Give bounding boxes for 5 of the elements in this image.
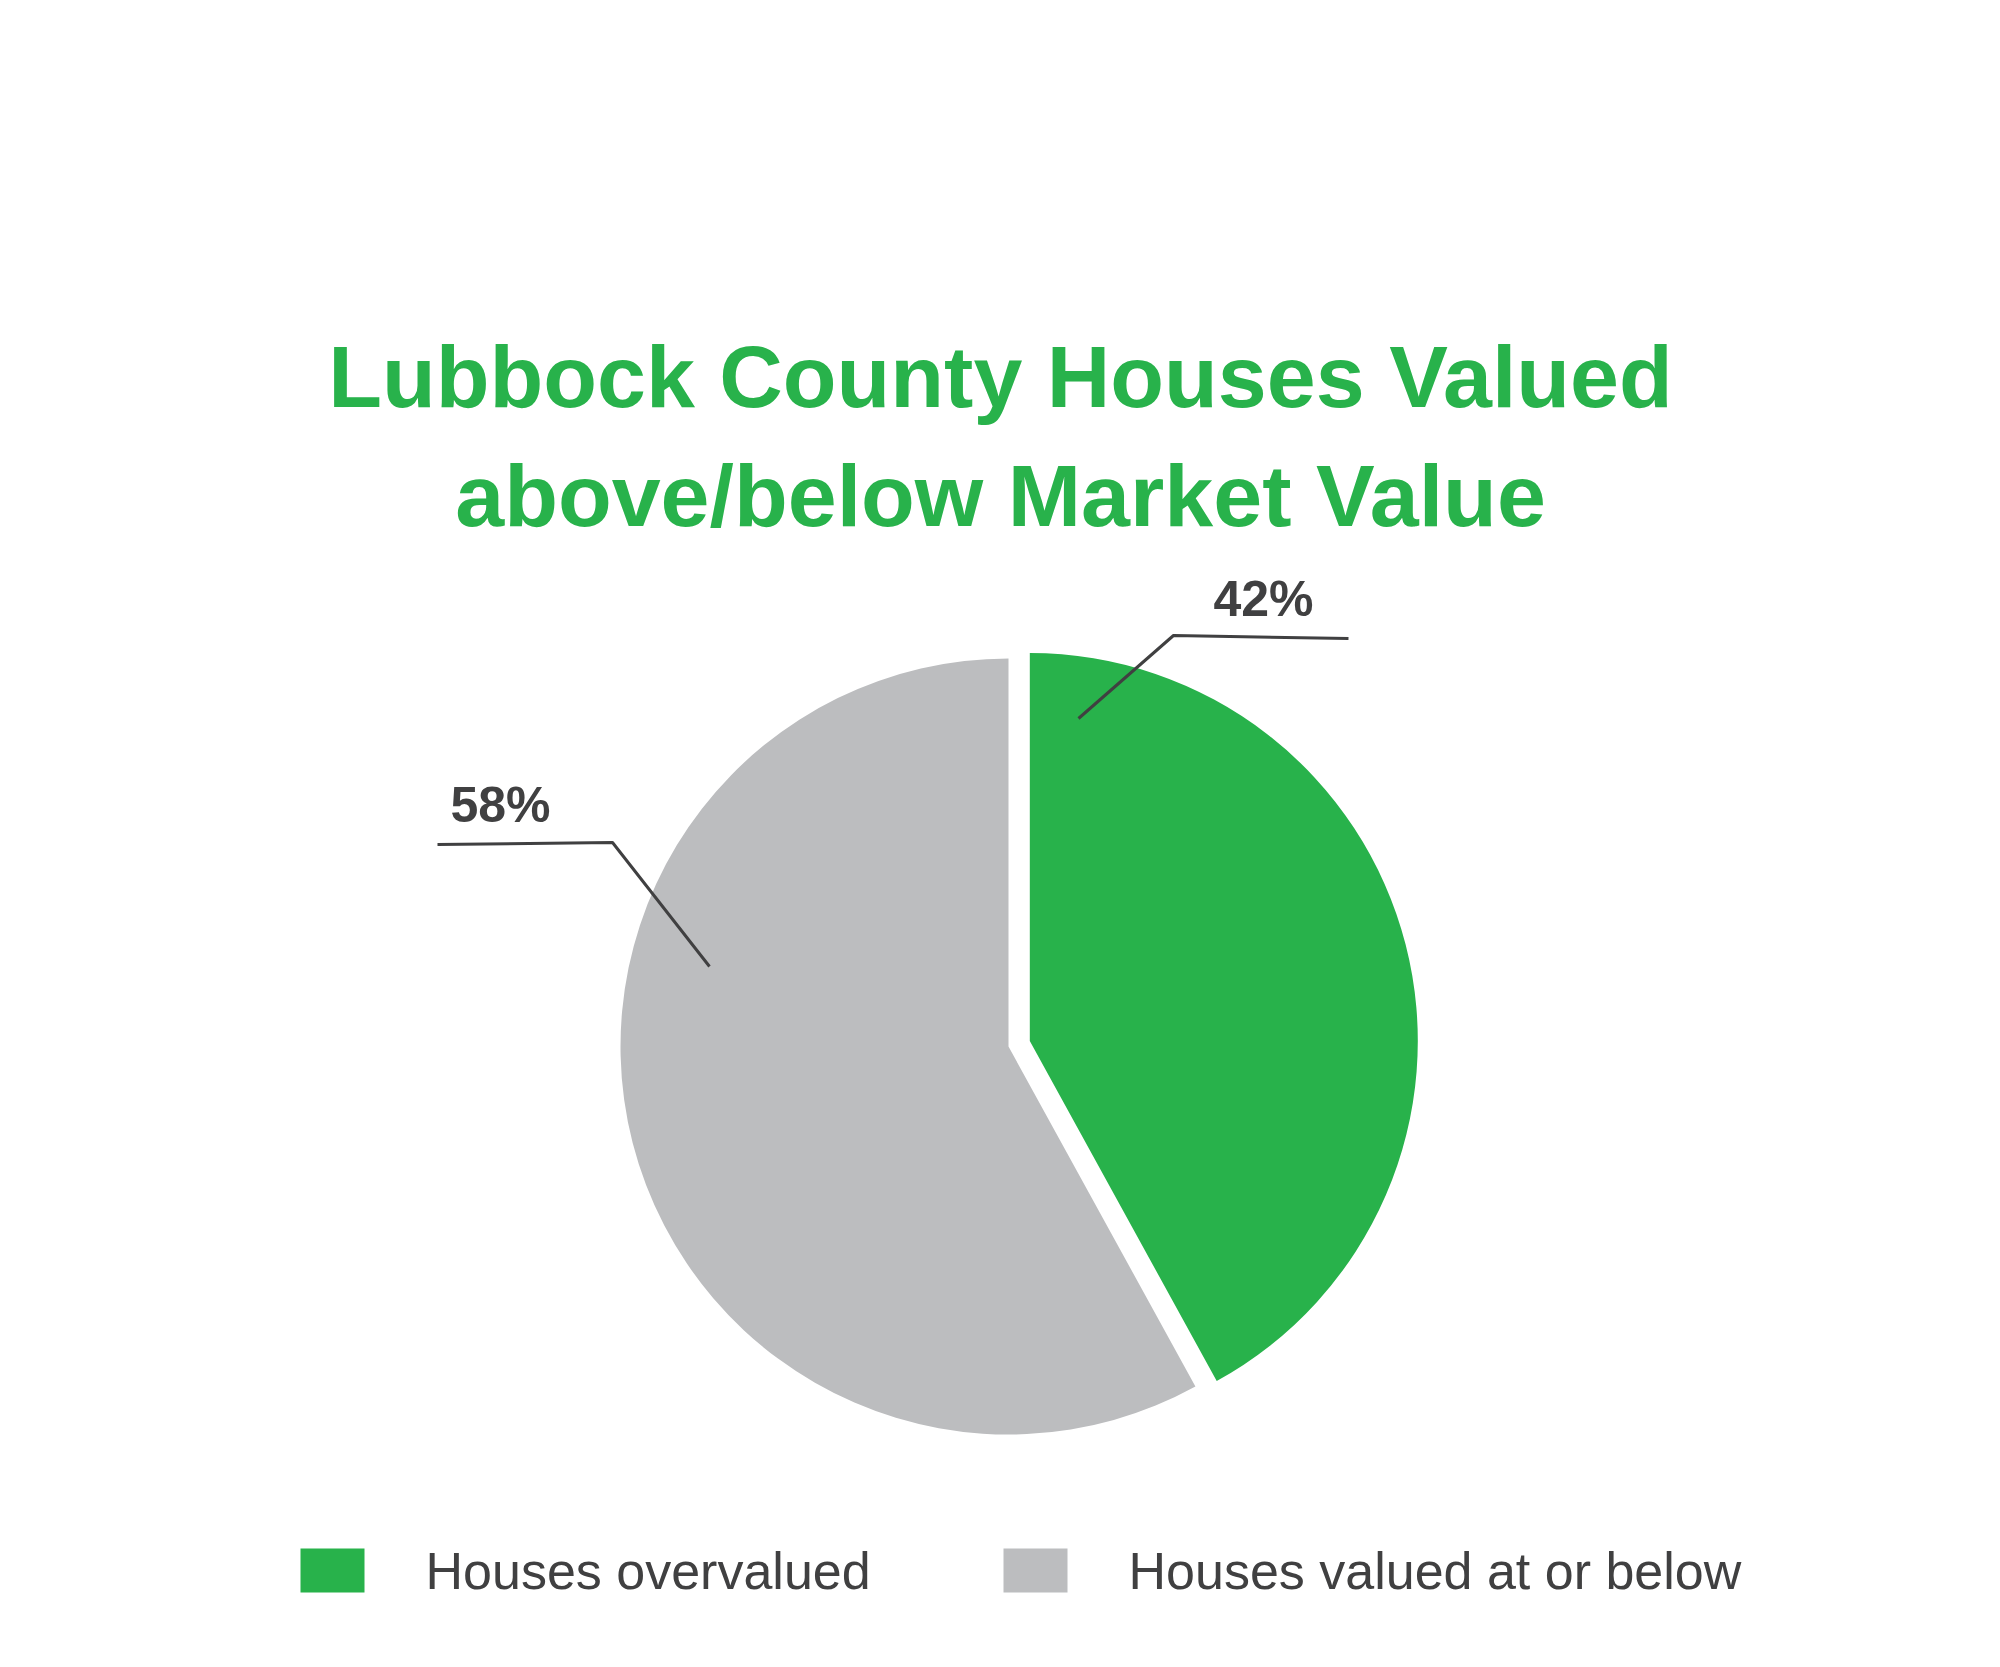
legend-label: Houses overvalued (425, 1541, 871, 1600)
data-label: 42% (1213, 570, 1314, 627)
data-label: 58% (450, 776, 551, 833)
chart-title: Lubbock County Houses Valued above/below Market Value (328, 327, 1673, 545)
legend-label: Houses valued at or below (1128, 1541, 1742, 1600)
